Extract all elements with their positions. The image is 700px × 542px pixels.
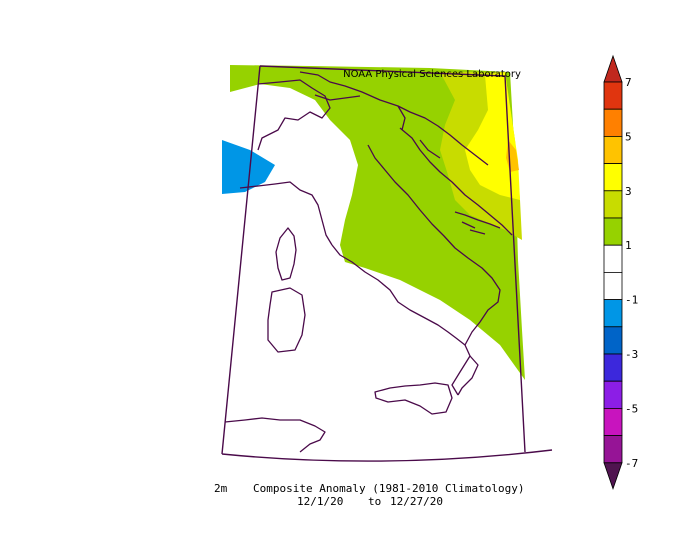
colorbar-bin (603, 135, 623, 164)
colorbar-bin (603, 108, 623, 137)
coastlines (224, 71, 513, 453)
colorbar-tick-label: 3 (625, 185, 632, 198)
credit-label: NOAA Physical Sciences Laboratory (343, 69, 521, 80)
colorbar-bin (603, 190, 623, 219)
colorbar-tick-label: 5 (625, 130, 632, 143)
coastline-alps (299, 71, 489, 166)
border-interior (314, 94, 441, 159)
colorbar-tick-label: -1 (625, 294, 638, 307)
colorbar-bin (603, 81, 623, 110)
colorbar-bin (603, 271, 623, 300)
colorbar-bin (603, 353, 623, 382)
coastline-sicily (374, 382, 453, 415)
coastline-north (257, 79, 331, 151)
colorbar-tick-label: 1 (625, 239, 632, 252)
coastline-calabria (457, 355, 479, 396)
coastline-corsica (275, 227, 297, 281)
anomaly-region-blue (222, 140, 275, 194)
colorbar-bin (603, 407, 623, 436)
colorbar-bin (603, 435, 623, 464)
colorbar-bin (603, 217, 623, 246)
colorbar-bin (603, 244, 623, 273)
caption-date-sep: to (368, 495, 381, 508)
caption-variable: 2m (214, 482, 228, 495)
colorbar-tick-label: -5 (625, 402, 638, 415)
colorbar-tick-label: -7 (625, 457, 638, 470)
coastline-sardinia (267, 287, 306, 353)
colorbar-tick-label: 7 (625, 76, 632, 89)
map-frame (221, 65, 553, 462)
colorbar-bin (603, 163, 623, 192)
colorbar-under-arrow (603, 462, 623, 491)
coastline-north-africa (224, 417, 326, 453)
coastline-balkans (399, 127, 513, 236)
caption-date-end: 12/27/20 (390, 495, 443, 508)
colorbar-bin (603, 380, 623, 409)
caption-date-start: 12/1/20 (297, 495, 343, 508)
colorbar-over-arrow (603, 54, 623, 83)
colorbar: 7 5 3 1 -1 -3 -5 -7 (603, 54, 638, 491)
caption-title: Composite Anomaly (1981-2010 Climatology… (253, 482, 525, 495)
coastline-croatia-islands (454, 211, 501, 235)
coastline-italy-east (367, 144, 501, 346)
coastline-italy-west (331, 244, 471, 396)
colorbar-bin (603, 326, 623, 355)
coastline-france-riviera (239, 181, 333, 246)
colorbar-tick-label: -3 (625, 348, 638, 361)
colorbar-bin (603, 299, 623, 328)
